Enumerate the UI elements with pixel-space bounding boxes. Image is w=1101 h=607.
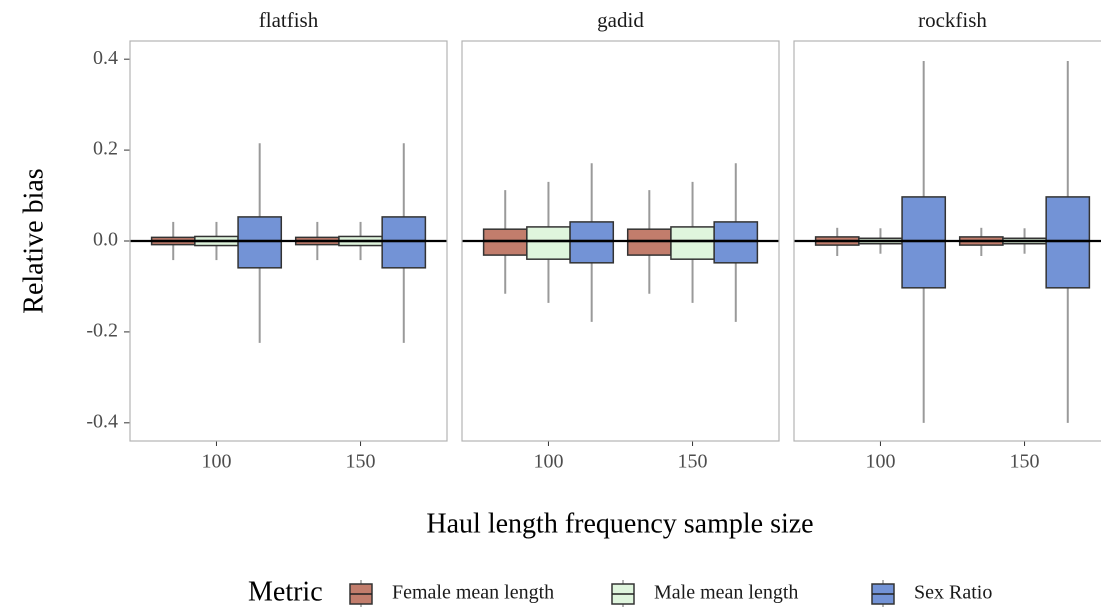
box [713, 221, 759, 264]
facet-title: gadid [597, 8, 644, 32]
y-tick-label: -0.4 [86, 410, 118, 432]
x-axis-title: Haul length frequency sample size [426, 508, 813, 539]
box [381, 216, 427, 269]
legend-label: Female mean length [392, 582, 554, 604]
y-tick-label: 0.2 [93, 138, 118, 160]
legend-label: Sex Ratio [914, 582, 992, 604]
box [670, 226, 715, 260]
box [526, 226, 571, 260]
box [237, 216, 283, 269]
facet-panel: flatfish 100 150 [129, 8, 448, 473]
box [1045, 196, 1091, 289]
legend-label: Male mean length [654, 582, 798, 604]
x-tick-label: 150 [1010, 451, 1040, 473]
panel-border [793, 40, 1101, 442]
facet-title: rockfish [918, 8, 987, 32]
box [569, 221, 615, 264]
facet-panel: rockfish 100 150 [793, 8, 1101, 473]
y-tick-label: -0.2 [86, 320, 118, 342]
box [901, 196, 947, 289]
y-tick-label: 0.0 [93, 229, 118, 251]
legend-title: Metric [248, 576, 323, 607]
panel-border [129, 40, 448, 442]
x-tick-label: 100 [865, 451, 895, 473]
x-tick-label: 150 [346, 451, 376, 473]
facet-title: flatfish [259, 8, 319, 32]
x-tick-label: 150 [678, 451, 708, 473]
facet-panel: gadid 100 150 [461, 8, 780, 473]
y-tick-label: 0.4 [93, 47, 118, 69]
x-tick-label: 100 [533, 451, 563, 473]
y-axis-title: Relative bias [18, 168, 49, 313]
panel-border [461, 40, 780, 442]
x-tick-label: 100 [201, 451, 231, 473]
